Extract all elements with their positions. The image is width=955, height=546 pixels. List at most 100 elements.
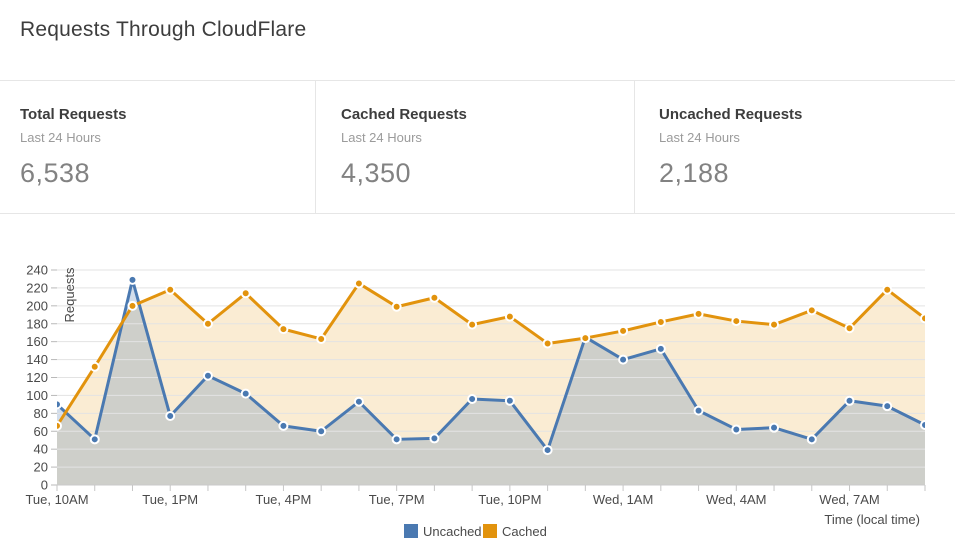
y-tick-label: 200 (26, 298, 48, 313)
stat-card-total-requests: Total Requests Last 24 Hours 6,538 (0, 81, 315, 213)
y-tick-label: 60 (34, 424, 48, 439)
data-point-cached[interactable] (165, 284, 176, 295)
stat-subtitle: Last 24 Hours (341, 130, 422, 145)
data-point-cached[interactable] (542, 338, 553, 349)
line-uncached (57, 278, 925, 452)
points-cached (53, 278, 929, 431)
stat-card-cached-requests: Cached Requests Last 24 Hours 4,350 (315, 81, 634, 213)
data-point-uncached[interactable] (353, 396, 364, 407)
x-tick-label: Wed, 7AM (819, 492, 879, 507)
area-uncached (57, 279, 925, 485)
stat-title: Total Requests (20, 106, 127, 123)
y-tick-label: 20 (34, 460, 48, 475)
requests-time-series-svg: 0 20 40 60 80 100 120 140 160 180 200 220 240 Tue, 10… (25, 263, 929, 539)
legend-item-cached[interactable]: Cached (483, 524, 547, 539)
page-header: Requests Through CloudFlare (0, 0, 955, 81)
data-point-cached[interactable] (278, 324, 289, 335)
data-point-uncached[interactable] (316, 426, 327, 437)
data-point-uncached[interactable] (731, 424, 742, 435)
line-cached (57, 281, 925, 428)
y-tick-label: 140 (26, 352, 48, 367)
data-point-cached[interactable] (127, 300, 138, 311)
data-point-uncached[interactable] (769, 422, 780, 433)
data-point-cached[interactable] (391, 301, 402, 312)
x-tick-label: Tue, 4PM (255, 492, 311, 507)
x-tick-label: Tue, 7PM (369, 492, 425, 507)
data-point-uncached[interactable] (844, 395, 855, 406)
data-point-uncached[interactable] (806, 434, 817, 445)
data-point-uncached[interactable] (240, 388, 251, 399)
data-point-cached[interactable] (53, 420, 62, 431)
x-axis: Tue, 10AM Tue, 1PM Tue, 4PM Tue, 7PM Tue, 10… (25, 485, 926, 507)
data-point-uncached[interactable] (391, 434, 402, 445)
stats-row: Total Requests Last 24 Hours 6,538 Cache… (0, 81, 955, 214)
stat-title: Uncached Requests (659, 106, 803, 123)
data-point-cached[interactable] (618, 325, 629, 336)
data-point-uncached[interactable] (53, 399, 62, 410)
y-axis-title: Requests (62, 267, 77, 322)
data-point-cached[interactable] (769, 319, 780, 330)
data-point-uncached[interactable] (127, 274, 138, 285)
data-point-cached[interactable] (504, 311, 515, 322)
stat-value: 6,538 (20, 158, 91, 188)
y-axis: 0 20 40 60 80 100 120 140 160 180 200 220 240 (26, 263, 57, 493)
data-point-cached[interactable] (693, 308, 704, 319)
y-tick-label: 100 (26, 388, 48, 403)
x-tick-label: Tue, 10AM (25, 492, 88, 507)
legend-item-uncached[interactable]: Uncached (404, 524, 482, 539)
data-point-cached[interactable] (882, 284, 893, 295)
data-point-cached[interactable] (429, 292, 440, 303)
data-point-uncached[interactable] (429, 433, 440, 444)
data-point-uncached[interactable] (655, 343, 666, 354)
legend-swatch (404, 524, 418, 538)
data-point-cached[interactable] (202, 318, 213, 329)
chart-legend: Uncached Cached (404, 524, 547, 539)
data-point-uncached[interactable] (882, 401, 893, 412)
x-tick-label: Wed, 1AM (593, 492, 653, 507)
x-tick-label: Wed, 4AM (706, 492, 766, 507)
x-axis-title: Time (local time) (824, 512, 920, 527)
data-point-cached[interactable] (844, 323, 855, 334)
plot-area (53, 269, 929, 486)
area-cached (57, 283, 925, 485)
data-point-cached[interactable] (806, 305, 817, 316)
data-point-uncached[interactable] (504, 395, 515, 406)
stat-title: Cached Requests (341, 106, 467, 123)
data-point-cached[interactable] (89, 361, 100, 372)
y-tick-label: 40 (34, 442, 48, 457)
stat-subtitle: Last 24 Hours (659, 130, 740, 145)
y-tick-label: 80 (34, 406, 48, 421)
data-point-cached[interactable] (580, 333, 591, 344)
data-point-cached[interactable] (316, 333, 327, 344)
stat-subtitle: Last 24 Hours (20, 130, 101, 145)
data-point-uncached[interactable] (278, 420, 289, 431)
stat-value: 4,350 (341, 158, 412, 188)
y-tick-label: 160 (26, 334, 48, 349)
data-point-cached[interactable] (655, 316, 666, 327)
data-point-uncached[interactable] (89, 434, 100, 445)
data-point-cached[interactable] (467, 319, 478, 330)
legend-swatch (483, 524, 497, 538)
data-point-uncached[interactable] (165, 411, 176, 422)
data-point-uncached[interactable] (618, 354, 629, 365)
x-tick-label: Tue, 10PM (478, 492, 541, 507)
data-point-uncached[interactable] (693, 405, 704, 416)
y-tick-label: 220 (26, 280, 48, 295)
data-point-cached[interactable] (731, 316, 742, 327)
x-tick-label: Tue, 1PM (142, 492, 198, 507)
data-point-uncached[interactable] (202, 370, 213, 381)
requests-chart: 0 20 40 60 80 100 120 140 160 180 200 220 240 Tue, 10… (0, 246, 955, 546)
data-point-cached[interactable] (353, 278, 364, 289)
stat-value: 2,188 (659, 158, 730, 188)
data-point-cached[interactable] (240, 288, 251, 299)
y-tick-label: 180 (26, 316, 48, 331)
data-point-uncached[interactable] (542, 445, 553, 456)
stat-card-uncached-requests: Uncached Requests Last 24 Hours 2,188 (634, 81, 955, 213)
y-tick-label: 0 (41, 478, 48, 493)
y-tick-label: 120 (26, 370, 48, 385)
data-point-uncached[interactable] (920, 419, 929, 430)
data-point-cached[interactable] (920, 313, 929, 324)
data-point-uncached[interactable] (467, 394, 478, 404)
legend-label: Cached (502, 524, 547, 539)
legend-label: Uncached (423, 524, 482, 539)
